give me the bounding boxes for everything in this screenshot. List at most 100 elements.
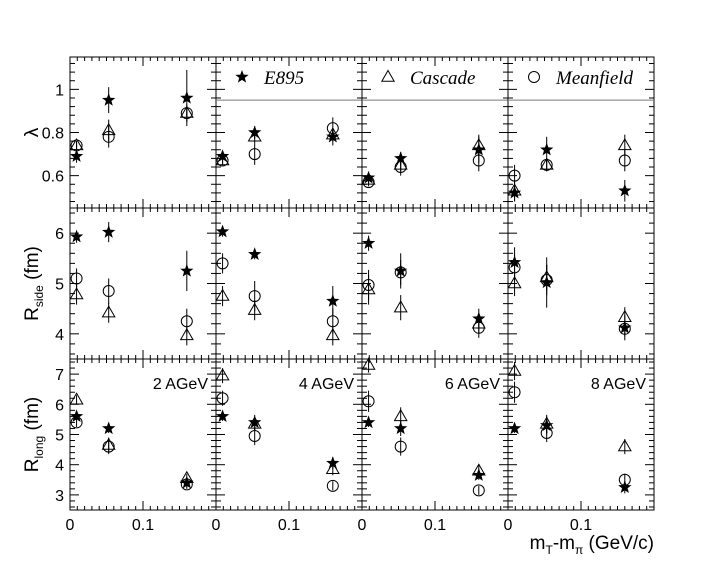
data-point-e895 — [69, 409, 84, 423]
x-axis-title-sub: π — [575, 543, 583, 557]
legend-marker-cascade — [380, 69, 396, 82]
y-tick-label-lambda: 1 — [55, 82, 64, 99]
panel-lambda-1 — [69, 56, 217, 209]
data-point-meanfield — [540, 426, 553, 439]
data-point-cascade — [617, 439, 632, 452]
data-point-cascade — [507, 275, 522, 289]
data-point-meanfield — [618, 473, 631, 486]
data-point-meanfield — [216, 392, 229, 405]
panel-rside-1 — [69, 207, 217, 360]
data-point-meanfield — [70, 139, 83, 152]
data-point-e895 — [102, 421, 116, 435]
x-tick-label: 0.1 — [424, 517, 446, 534]
data-point-meanfield — [248, 290, 261, 303]
x-tick-label: 0 — [212, 517, 221, 534]
y-axis-label-rside: Rside (fm) — [22, 246, 46, 321]
y-tick-label-rlong: 4 — [55, 458, 64, 475]
y-tick-label-lambda: 0.8 — [42, 126, 64, 143]
data-point-cascade — [325, 327, 340, 341]
energy-label: 2 AGeV — [153, 376, 208, 393]
data-point-meanfield — [326, 315, 339, 328]
panel-rlong-4 — [507, 358, 655, 511]
x-axis-title: mT-mπ (GeV/c) — [530, 533, 654, 557]
data-point-cascade — [471, 137, 486, 151]
data-point-cascade — [393, 408, 408, 422]
data-point-e895 — [248, 247, 262, 260]
y-tick-label-rside: 4 — [55, 327, 64, 344]
data-point-meanfield — [326, 479, 339, 492]
energy-label: 6 AGeV — [445, 376, 500, 393]
data-point-cascade — [471, 463, 486, 476]
data-point-e895 — [102, 93, 116, 106]
data-point-cascade — [361, 357, 376, 370]
data-point-meanfield — [394, 266, 407, 279]
data-point-meanfield — [362, 279, 375, 292]
data-point-cascade — [247, 129, 262, 142]
data-point-e895 — [361, 415, 376, 429]
panel-rside-2 — [215, 207, 363, 360]
data-point-meanfield — [540, 158, 553, 171]
y-axis-label-unit: (fm) — [22, 246, 43, 285]
y-tick-label-lambda: 0.6 — [42, 169, 64, 186]
data-point-meanfield — [394, 161, 407, 174]
data-point-meanfield — [508, 169, 521, 182]
data-point-e895 — [180, 263, 194, 277]
panel-rside-4 — [507, 207, 655, 360]
data-point-meanfield — [180, 478, 193, 491]
data-point-meanfield — [248, 148, 261, 161]
data-point-e895 — [69, 149, 84, 162]
x-tick-label: 0.1 — [570, 517, 592, 534]
data-point-meanfield — [70, 416, 83, 429]
legend-label-e895: E895 — [263, 68, 304, 89]
energy-label: 8 AGeV — [591, 376, 646, 393]
data-point-meanfield — [472, 154, 485, 167]
data-point-meanfield — [362, 395, 375, 408]
data-point-cascade — [617, 137, 632, 151]
x-tick-label: 0.1 — [132, 517, 154, 534]
x-tick-label: 0.1 — [278, 517, 300, 534]
data-point-meanfield — [362, 176, 375, 189]
legend-marker-e895 — [235, 70, 249, 83]
panel-rside-3 — [361, 207, 509, 360]
y-axis-label-main: λ — [22, 127, 43, 137]
data-point-cascade — [101, 305, 116, 318]
data-point-e895 — [69, 229, 84, 243]
y-tick-label-rside: 5 — [55, 277, 64, 294]
data-point-meanfield — [472, 321, 485, 334]
y-axis-label-main: R — [22, 307, 43, 321]
data-point-meanfield — [540, 273, 553, 286]
data-point-meanfield — [180, 315, 193, 328]
data-point-meanfield — [394, 440, 407, 453]
data-point-e895 — [215, 224, 230, 238]
data-point-cascade — [69, 392, 84, 405]
data-point-meanfield — [216, 257, 229, 270]
y-tick-label-rside: 6 — [55, 226, 64, 243]
y-axis-label-sub: long — [32, 436, 46, 459]
data-point-meanfield — [618, 154, 631, 167]
legend-label-cascade: Cascade — [410, 68, 475, 89]
data-point-e895 — [180, 90, 194, 104]
data-point-e895 — [215, 149, 230, 162]
legend-marker-meanfield — [528, 71, 540, 83]
y-axis-label-lambda: λ — [22, 127, 43, 137]
panel-frame — [69, 56, 217, 209]
x-axis-title-part: m — [530, 533, 546, 554]
x-tick-label: 0 — [504, 517, 513, 534]
panel-frame — [361, 207, 509, 360]
data-point-e895 — [618, 183, 632, 197]
data-point-meanfield — [472, 484, 485, 497]
y-tick-label-rlong: 7 — [55, 367, 64, 384]
data-point-cascade — [215, 288, 230, 301]
data-point-meanfield — [102, 440, 115, 453]
data-point-e895 — [215, 409, 230, 423]
data-point-e895 — [540, 142, 554, 156]
y-axis-label-unit: (fm) — [22, 397, 43, 436]
data-point-cascade — [215, 368, 230, 381]
data-point-meanfield — [508, 261, 521, 274]
y-tick-label-rlong: 5 — [55, 428, 64, 445]
data-point-e895 — [507, 421, 522, 435]
data-point-e895 — [361, 236, 376, 249]
x-tick-label: 0 — [66, 517, 75, 534]
data-point-cascade — [69, 287, 84, 300]
